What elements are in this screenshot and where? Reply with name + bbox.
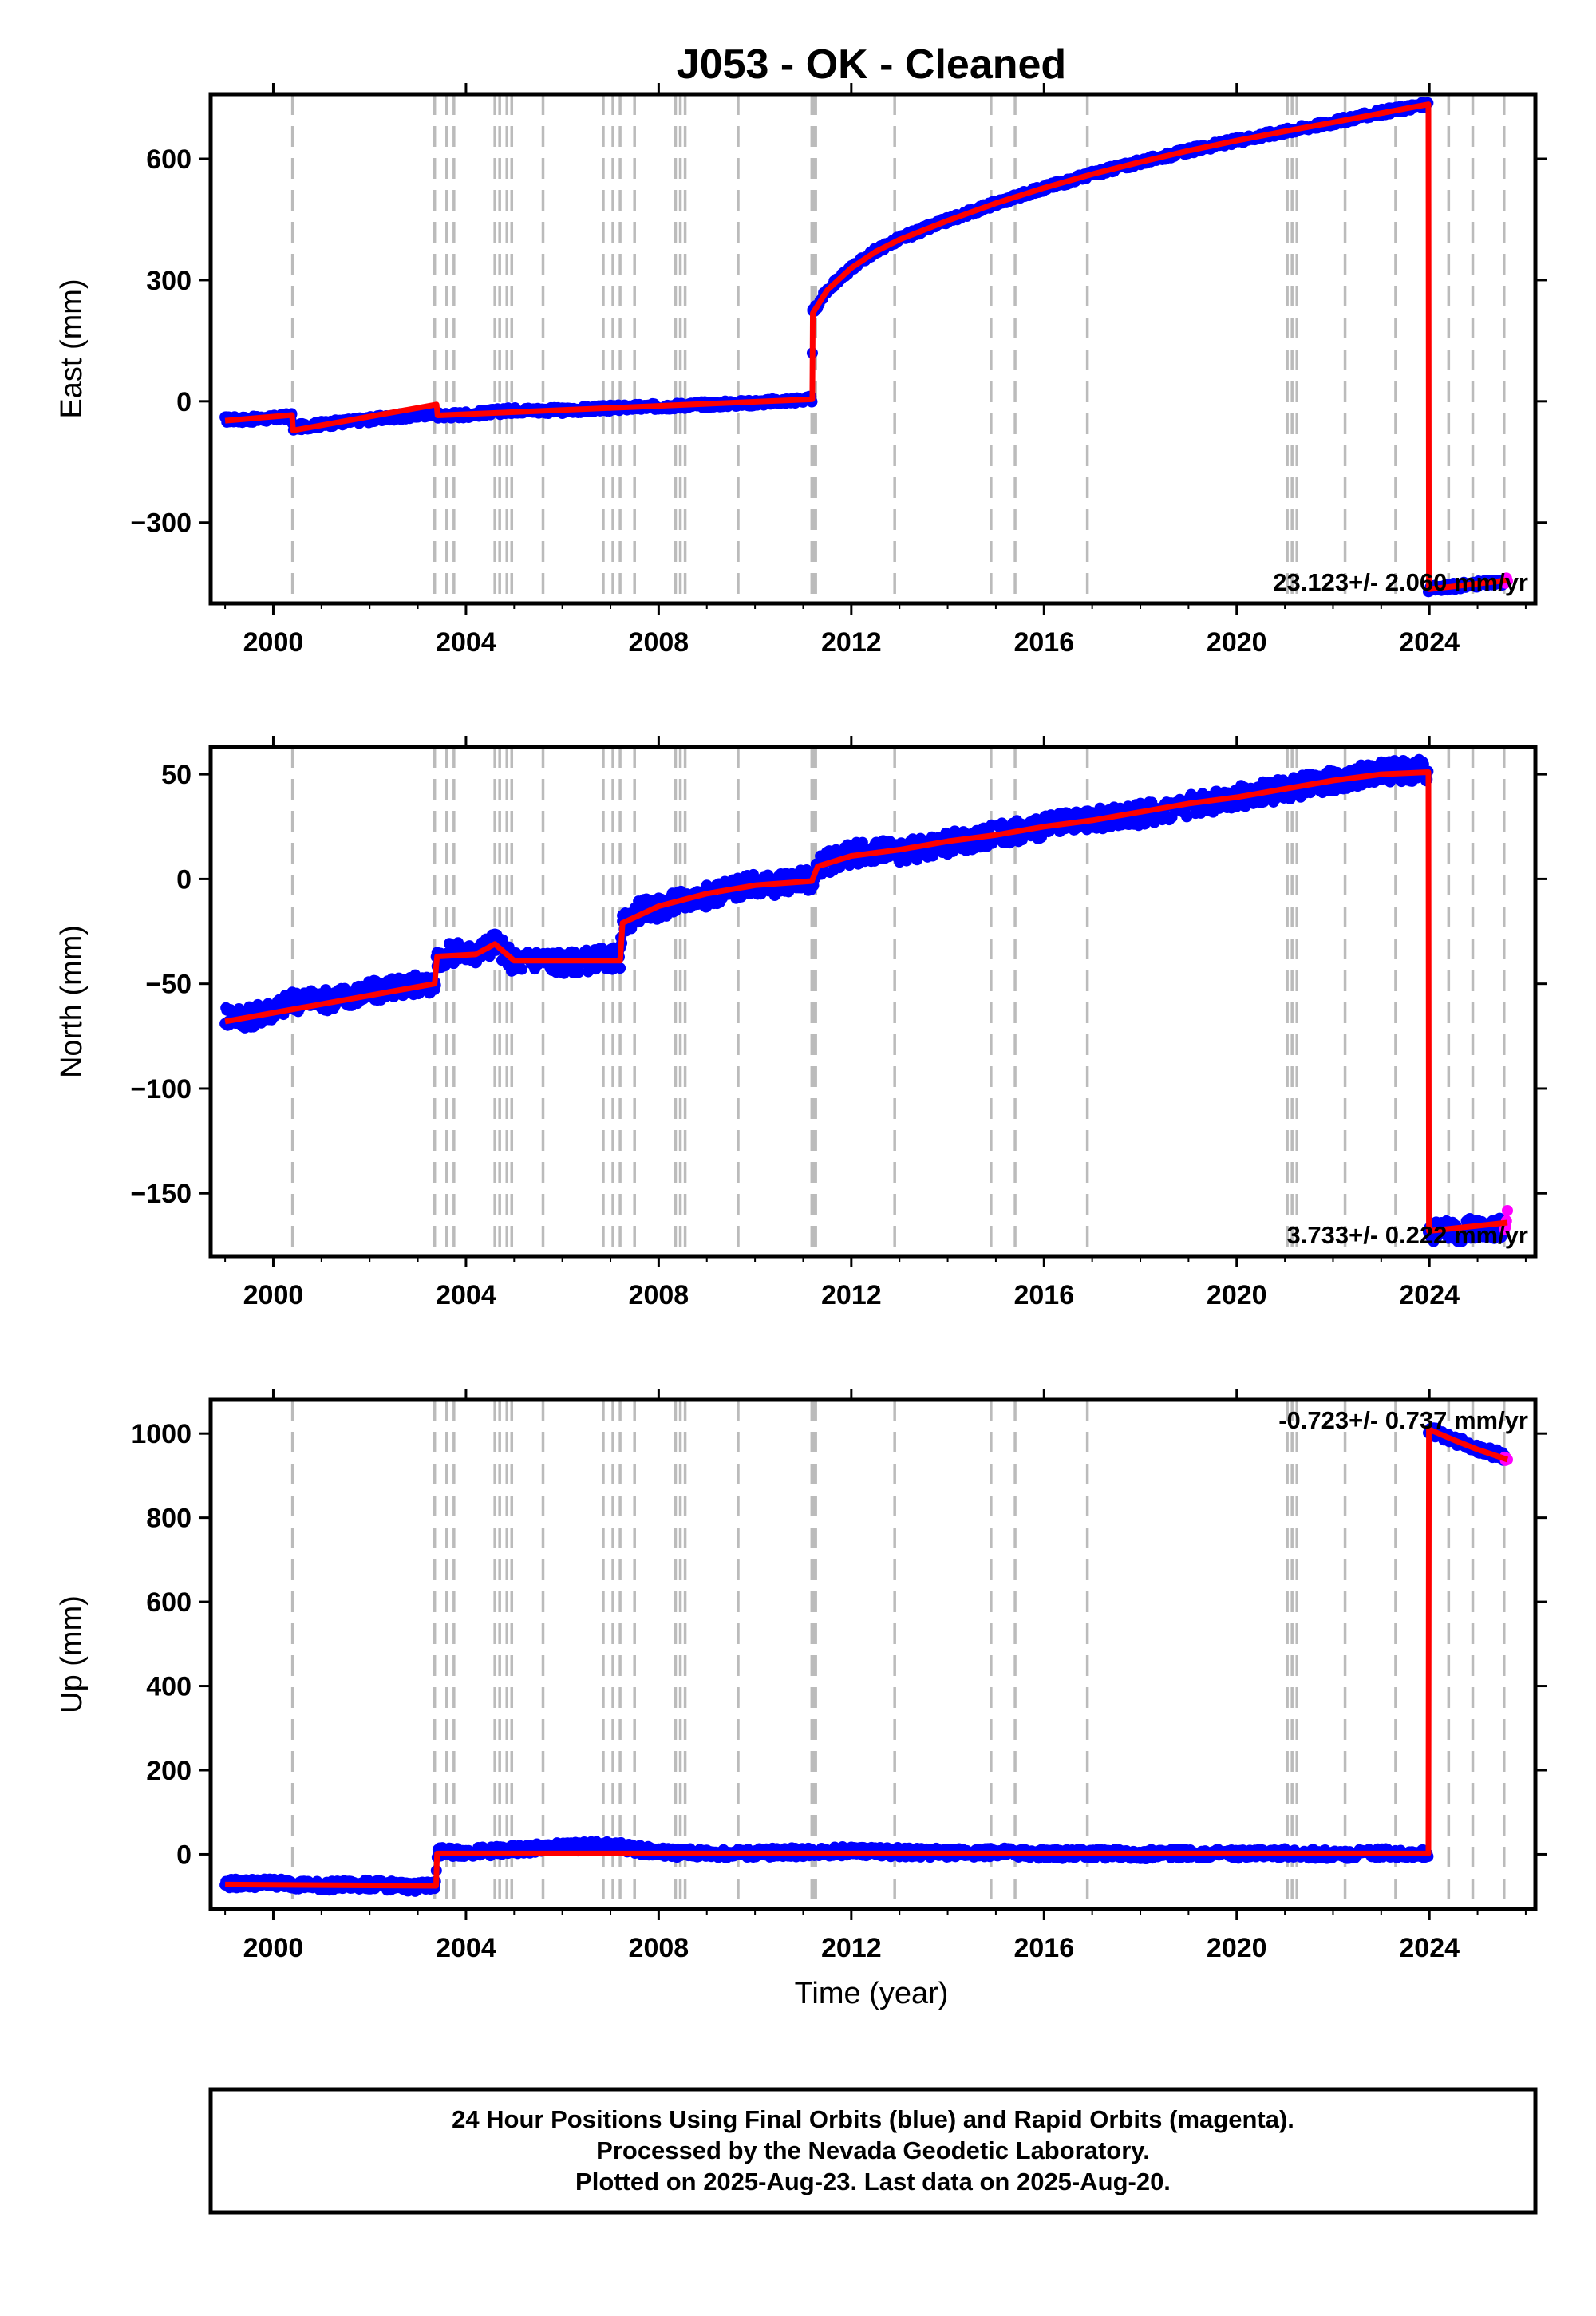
rapid-orbit-point	[1501, 1205, 1513, 1217]
y-tick-label: −50	[145, 970, 192, 1000]
y-axis-label: North (mm)	[55, 925, 89, 1078]
x-tick-label: 2012	[821, 1280, 882, 1310]
north-panel: 2000 2004 2008 2012 2016 2020 2024 −150 −100 −50 0…	[55, 736, 1547, 1310]
rate-label: 23.123+/- 2.060 mm/yr	[1273, 568, 1528, 596]
y-tick-label: 400	[146, 1672, 192, 1702]
x-tick-label: 2020	[1207, 1933, 1267, 1963]
final-orbit-point	[1166, 812, 1178, 824]
caption-line-1: 24 Hour Positions Using Final Orbits (bl…	[452, 2105, 1294, 2133]
y-tick-label: 600	[146, 144, 192, 175]
caption-line-3: Plotted on 2025-Aug-23. Last data on 202…	[575, 2168, 1171, 2195]
x-tick-label: 2024	[1399, 1933, 1460, 1963]
x-tick-label: 2020	[1207, 1280, 1267, 1310]
x-tick-label: 2008	[629, 1280, 689, 1310]
model-fit-line	[225, 1426, 1509, 1889]
y-tick-label: 600	[146, 1587, 192, 1618]
y-tick-label: 0	[176, 387, 192, 417]
y-tick-label: 300	[146, 266, 192, 296]
y-tick-label: 1000	[131, 1419, 192, 1449]
final-orbit-point	[1181, 811, 1193, 823]
y-tick-label: 0	[176, 864, 192, 895]
caption-box	[208, 2087, 1538, 2215]
east-panel: 2000 2004 2008 2012 2016 2020 2024 −300 0 300 600 E…	[55, 83, 1547, 658]
x-tick-label: 2016	[1013, 1280, 1074, 1310]
x-tick-label: 2000	[243, 1280, 304, 1310]
y-axis-label: East (mm)	[55, 279, 89, 418]
x-tick-label: 2024	[1399, 627, 1460, 658]
x-tick-label: 2008	[629, 1933, 689, 1963]
x-tick-label: 2012	[821, 1933, 882, 1963]
final-orbit-point	[413, 987, 425, 999]
model-fit-line	[224, 101, 1508, 592]
x-tick-label: 2016	[1013, 1933, 1074, 1963]
y-tick-label: 800	[146, 1504, 192, 1534]
x-tick-label: 2008	[629, 627, 689, 658]
chart-title: J053 - OK - Cleaned	[677, 41, 1066, 88]
rate-label: 3.733+/- 0.222 mm/yr	[1287, 1221, 1528, 1249]
data-layer	[219, 97, 1513, 598]
y-tick-label: −150	[130, 1179, 192, 1209]
y-tick-label: −300	[130, 508, 192, 539]
x-tick-label: 2004	[436, 1280, 496, 1310]
y-tick-label: 200	[146, 1756, 192, 1786]
data-layer	[219, 1422, 1513, 1897]
x-tick-label: 2020	[1207, 627, 1267, 658]
x-tick-label: 2004	[436, 1933, 496, 1963]
x-tick-label: 2012	[821, 627, 882, 658]
x-axis-label: Time (year)	[795, 1977, 949, 2010]
y-axis-label: Up (mm)	[55, 1595, 89, 1713]
rate-label: -0.723+/- 0.737 mm/yr	[1278, 1406, 1528, 1434]
y-tick-label: 50	[161, 760, 192, 790]
y-tick-label: −100	[130, 1074, 192, 1105]
x-tick-label: 2000	[243, 627, 304, 658]
x-tick-label: 2004	[436, 627, 496, 658]
model-fit-line	[224, 769, 1508, 1234]
x-tick-label: 2024	[1399, 1280, 1460, 1310]
x-tick-label: 2016	[1013, 627, 1074, 658]
y-tick-label: 0	[176, 1840, 192, 1870]
data-layer	[219, 753, 1513, 1247]
plot-frame	[208, 92, 1538, 606]
final-orbit-point	[516, 963, 527, 975]
final-orbit-point	[614, 962, 626, 974]
plot-frame	[208, 745, 1538, 1259]
x-tick-label: 2000	[243, 1933, 304, 1963]
final-orbit-point	[573, 966, 585, 978]
plot-frame	[208, 1397, 1538, 1911]
up-panel: 2000 2004 2008 2012 2016 2020 2024 0 200 400 600 80…	[55, 1389, 1547, 1963]
caption-line-2: Processed by the Nevada Geodetic Laborat…	[596, 2136, 1150, 2164]
